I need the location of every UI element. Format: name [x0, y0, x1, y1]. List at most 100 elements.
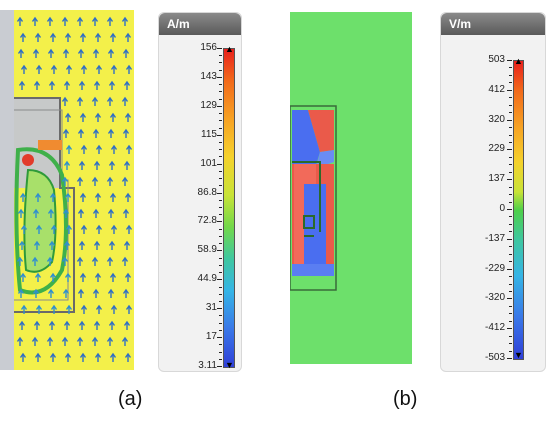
tick-label: 58.9 — [197, 244, 217, 256]
field-arrow — [50, 64, 58, 74]
tick-mark — [217, 308, 222, 310]
tick-mark — [507, 238, 512, 240]
field-arrow — [91, 16, 99, 26]
minor-tick-mark — [509, 164, 512, 166]
field-arrow — [92, 48, 100, 58]
tick-mark — [507, 328, 512, 330]
field-arrow — [76, 16, 84, 26]
tick-mark — [507, 60, 512, 61]
minor-tick-mark — [219, 351, 222, 353]
field-arrow — [78, 240, 86, 250]
caption-a: (a) — [118, 388, 143, 410]
minor-tick-mark — [509, 67, 512, 69]
field-arrow — [65, 144, 73, 154]
minor-tick-mark — [219, 286, 222, 288]
field-arrow — [80, 144, 88, 154]
field-arrow — [18, 320, 26, 330]
field-arrow — [31, 256, 39, 266]
field-arrow — [61, 96, 69, 106]
field-arrow — [46, 336, 54, 346]
tick-label: 115 — [201, 128, 217, 140]
field-arrow — [93, 240, 101, 250]
minor-tick-mark — [219, 62, 222, 64]
field-arrow — [109, 112, 117, 122]
minor-tick-mark — [509, 313, 512, 315]
minor-tick-mark — [219, 149, 222, 151]
plot-margin — [0, 10, 14, 370]
field-arrow — [49, 32, 57, 42]
colorbar-a-bottom-arrow: ▼ — [225, 360, 234, 370]
field-arrow — [32, 288, 40, 298]
field-arrow — [76, 336, 84, 346]
minor-tick-mark — [509, 283, 512, 285]
field-arrow — [93, 80, 101, 90]
structure-frame — [290, 105, 337, 291]
field-arrow — [17, 288, 25, 298]
field-arrow — [108, 160, 116, 170]
field-arrow — [35, 304, 43, 314]
field-arrow — [123, 160, 131, 170]
field-arrow — [91, 176, 99, 186]
field-arrow — [91, 96, 99, 106]
field-arrow — [95, 224, 103, 234]
minor-tick-mark — [219, 113, 222, 115]
field-arrow — [79, 352, 87, 362]
field-arrow — [17, 208, 25, 218]
field-arrow — [64, 352, 72, 362]
tick-mark — [507, 119, 512, 121]
minor-tick-mark — [509, 305, 512, 307]
field-arrow — [125, 144, 133, 154]
arrow-grid — [16, 16, 133, 362]
field-arrow — [64, 32, 72, 42]
tick-label: 86.8 — [197, 186, 217, 198]
tick-mark — [217, 76, 222, 78]
field-arrow — [95, 64, 103, 74]
minor-tick-mark — [509, 104, 512, 106]
blue-region-upper-left — [292, 110, 320, 172]
minor-tick-mark — [219, 358, 222, 360]
field-arrow — [93, 160, 101, 170]
field-arrow — [125, 304, 133, 314]
colorbar-b-bottom-arrow: ▼ — [514, 350, 523, 360]
field-arrow — [61, 256, 69, 266]
field-arrow — [93, 320, 101, 330]
minor-tick-mark — [219, 235, 222, 237]
field-arrow — [122, 48, 130, 58]
tick-label: 412 — [488, 83, 505, 95]
minor-tick-mark — [509, 253, 512, 255]
field-arrow — [48, 240, 56, 250]
tick-label: 156 — [200, 42, 217, 53]
field-arrow — [110, 304, 118, 314]
field-arrow — [91, 256, 99, 266]
field-arrow — [76, 256, 84, 266]
field-arrow — [80, 304, 88, 314]
field-arrow — [32, 48, 40, 58]
minor-tick-mark — [219, 170, 222, 172]
field-arrow — [34, 192, 42, 202]
tick-label: 229 — [488, 143, 505, 155]
minor-tick-mark — [219, 315, 222, 317]
minor-tick-mark — [509, 141, 512, 143]
field-arrow — [19, 192, 27, 202]
field-arrow — [62, 208, 70, 218]
field-arrow — [46, 256, 54, 266]
legend-a-unit: A/m — [159, 13, 241, 35]
minor-tick-mark — [219, 300, 222, 302]
field-arrow — [124, 32, 132, 42]
field-arrow — [108, 80, 116, 90]
tick-mark — [217, 279, 222, 281]
tick-label: 101 — [200, 157, 217, 169]
tick-mark — [217, 337, 222, 339]
tick-label: -320 — [484, 292, 505, 304]
tick-mark — [507, 89, 512, 91]
green-field-ring — [14, 147, 68, 295]
field-arrow — [61, 336, 69, 346]
tick-mark — [217, 192, 222, 194]
minor-tick-mark — [219, 207, 222, 208]
field-arrow — [18, 80, 26, 90]
field-arrow — [76, 96, 84, 106]
field-arrow — [121, 16, 129, 26]
field-arrow — [62, 288, 70, 298]
field-arrow — [106, 336, 114, 346]
field-arrow — [124, 112, 132, 122]
